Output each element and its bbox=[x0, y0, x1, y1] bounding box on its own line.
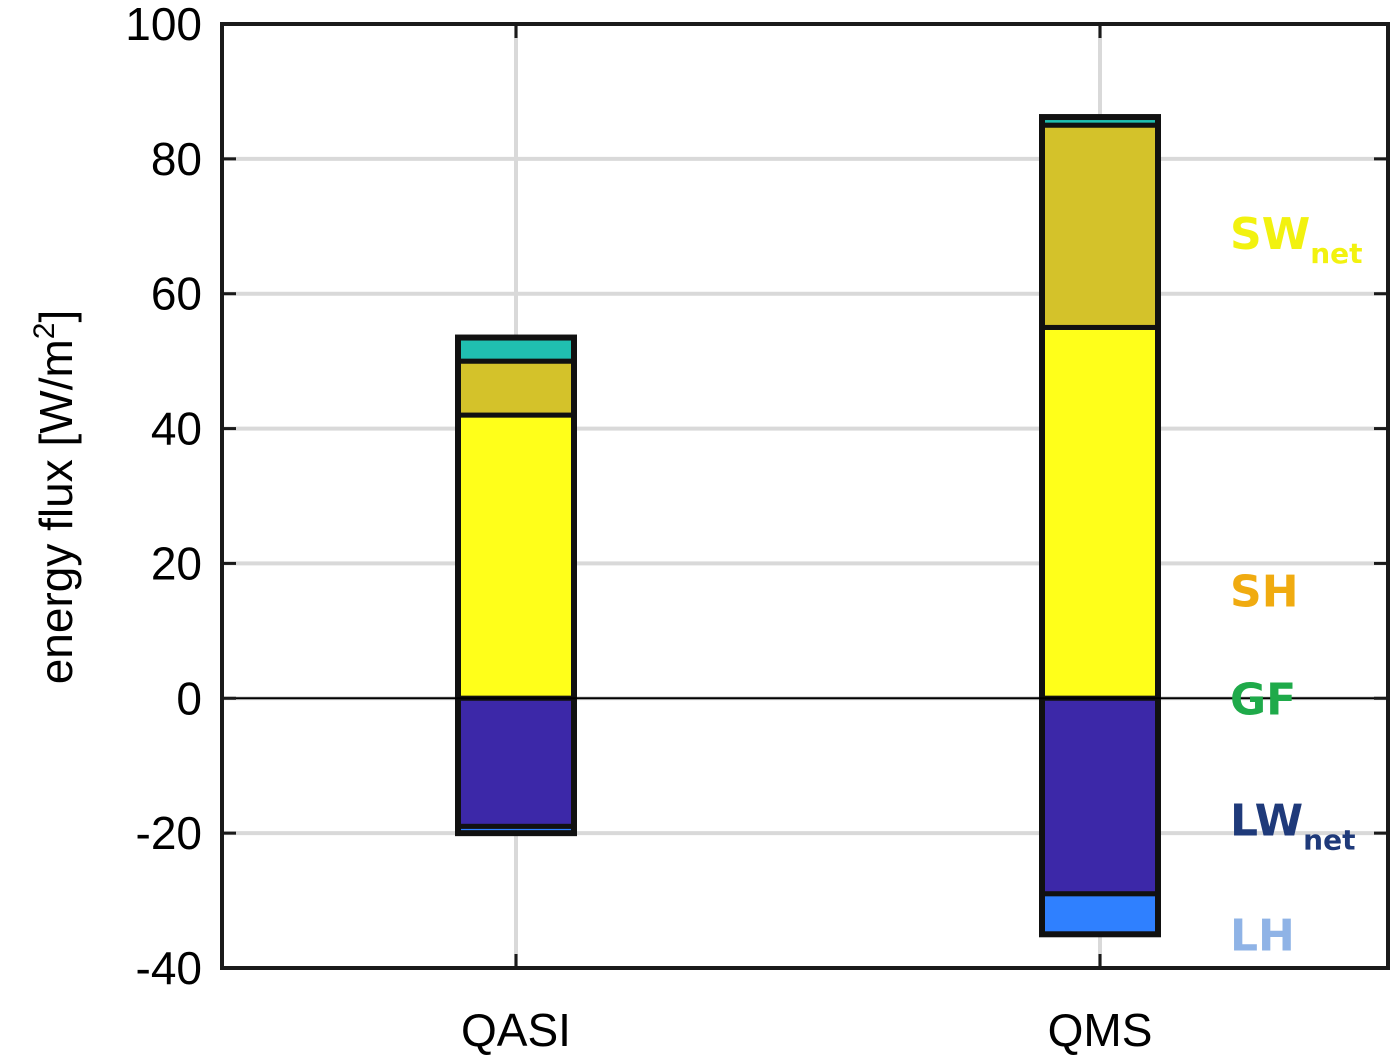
bar-segment-lw-qms bbox=[1039, 695, 1161, 897]
grid-lines bbox=[222, 22, 1388, 970]
y-axis-title-sup: 2 bbox=[28, 323, 61, 340]
bar-segment-sh-qasi bbox=[455, 358, 577, 418]
series-label-subscript: net bbox=[1303, 824, 1355, 857]
bar-outline-qms bbox=[1039, 114, 1161, 938]
bar-segment-sw-qms bbox=[1039, 324, 1161, 701]
category-label: QASI bbox=[461, 1004, 571, 1056]
bar-segment-sw-qasi bbox=[455, 412, 577, 701]
series-labels: SWnet SH GF LWnet LH bbox=[1230, 209, 1363, 961]
y-tick-label: -40 bbox=[136, 942, 202, 994]
y-axis-title-main: energy flux [W/m bbox=[30, 339, 82, 684]
y-tick-label: 40 bbox=[151, 403, 202, 455]
y-axis-ticks: 100 80 60 40 20 0 -20 -40 bbox=[125, 0, 1388, 994]
y-tick-label: 80 bbox=[151, 133, 202, 185]
series-label-gf: GF bbox=[1230, 674, 1296, 725]
y-axis-title: energy flux [W/m2] bbox=[28, 310, 82, 685]
y-axis-title-end: ] bbox=[30, 310, 82, 323]
x-axis-categories: QASI QMS bbox=[461, 1004, 1152, 1056]
y-tick-label: -20 bbox=[136, 807, 202, 859]
category-label: QMS bbox=[1048, 1004, 1153, 1056]
bar-segment-sh-qms bbox=[1039, 122, 1161, 330]
y-tick-label: 20 bbox=[151, 537, 202, 589]
series-label-sh: SH bbox=[1230, 566, 1299, 617]
series-label-subscript: net bbox=[1310, 237, 1362, 270]
bar-segment-gf-qasi bbox=[455, 335, 577, 364]
bar-outline-qasi bbox=[455, 334, 577, 837]
y-tick-label: 0 bbox=[176, 672, 202, 724]
plot-frame bbox=[220, 22, 1390, 970]
series-label-lw: LWnet bbox=[1230, 796, 1355, 857]
stacked-bars bbox=[455, 114, 1161, 938]
bar-segment-lh-qms bbox=[1039, 891, 1161, 937]
bar-segment-lw-qasi bbox=[455, 695, 577, 829]
series-label-sw: SWnet bbox=[1230, 209, 1363, 270]
y-tick-label: 100 bbox=[125, 0, 202, 50]
y-tick-label: 60 bbox=[151, 268, 202, 320]
series-label-lh: LH bbox=[1230, 910, 1295, 961]
